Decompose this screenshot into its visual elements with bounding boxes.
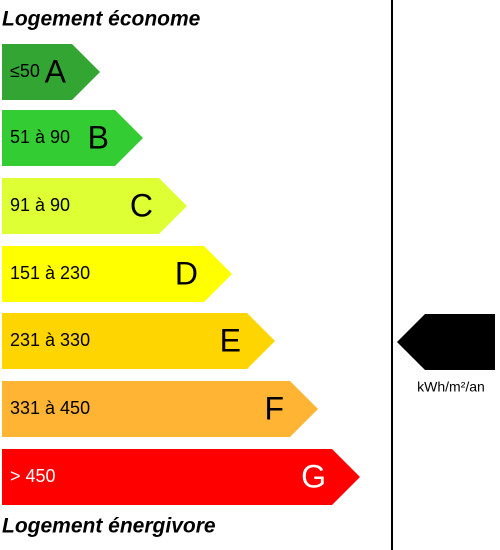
band-letter: C <box>130 187 153 223</box>
band-arrow <box>2 178 187 234</box>
band-arrow <box>2 246 232 302</box>
band-letter: G <box>301 458 326 494</box>
indicator-arrow <box>397 314 495 370</box>
band-letter: D <box>175 255 198 291</box>
band-range: 331 à 450 <box>10 398 90 418</box>
band-arrow <box>2 449 360 505</box>
band-range: 91 à 90 <box>10 195 70 215</box>
band-range: > 450 <box>10 466 56 486</box>
unit-label: kWh/m²/an <box>417 379 485 395</box>
band-arrow <box>2 44 100 100</box>
band-letter: E <box>220 322 241 358</box>
band-range: ≤50 <box>10 61 40 81</box>
band-letter: F <box>264 390 284 426</box>
band-arrow <box>2 110 143 166</box>
band-letter: B <box>88 119 109 155</box>
header-title: Logement économe <box>2 8 201 31</box>
band-range: 231 à 330 <box>10 330 90 350</box>
band-range: 151 à 230 <box>10 263 90 283</box>
band-arrow <box>2 313 275 369</box>
bands: ≤50 A 51 à 90 B 91 à 90 C 151 à 230 D 231 à 330 E… <box>2 44 360 505</box>
band-letter: A <box>45 53 67 89</box>
footer-title: Logement énergivore <box>2 515 216 538</box>
band-arrow <box>2 381 318 437</box>
band-range: 51 à 90 <box>10 127 70 147</box>
